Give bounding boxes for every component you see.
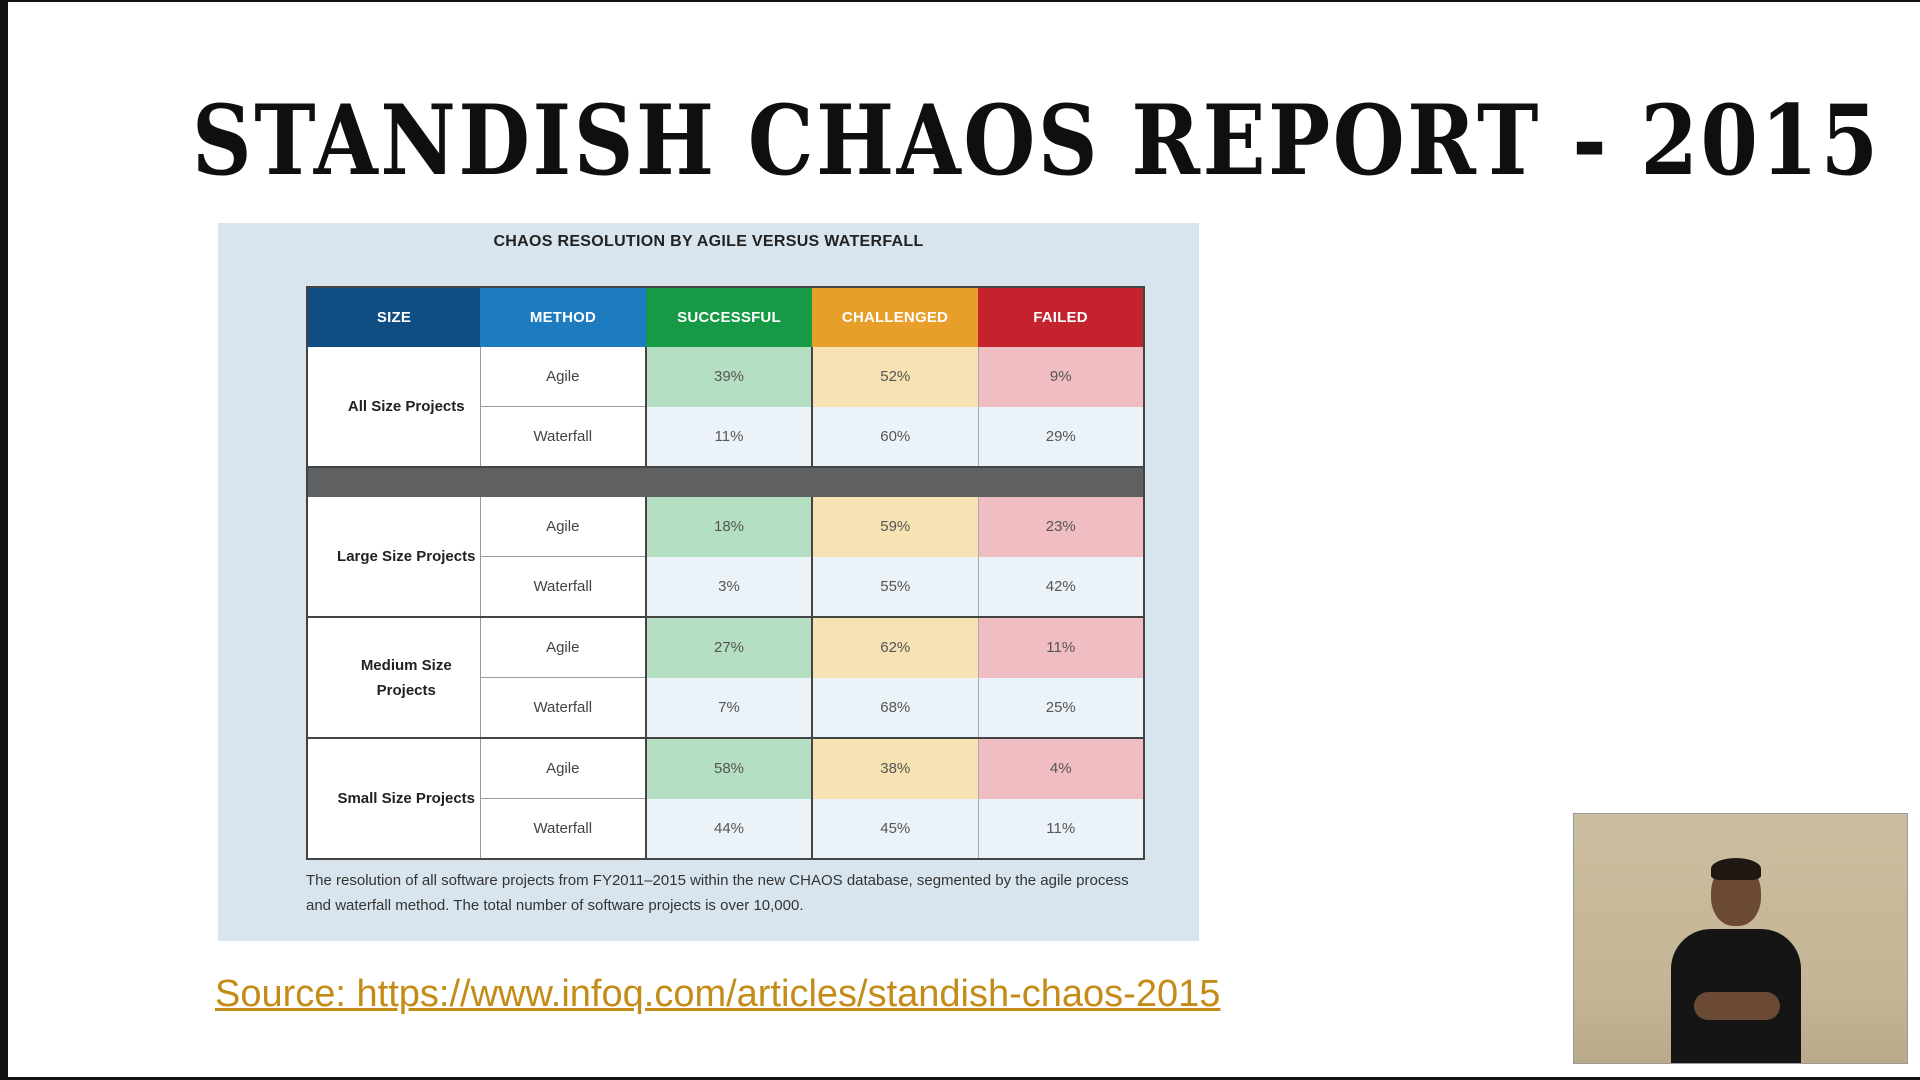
presenter-hair: [1711, 858, 1761, 880]
header-method: METHOD: [480, 287, 646, 347]
challenged-cell: 59%: [811, 497, 978, 557]
failed-cell: 29%: [977, 406, 1144, 468]
method-cell: Agile: [479, 738, 646, 799]
figure-title: CHAOS RESOLUTION BY AGILE VERSUS WATERFA…: [493, 233, 924, 250]
failed-cell: 4%: [977, 738, 1144, 799]
method-cell: Agile: [479, 347, 646, 407]
challenged-cell: 62%: [811, 617, 978, 678]
separator-bar: [307, 467, 1144, 497]
successful-cell: 11%: [645, 406, 812, 468]
successful-cell: 39%: [645, 347, 812, 407]
header-failed: FAILED: [978, 287, 1144, 347]
method-cell: Agile: [479, 497, 646, 557]
failed-cell: 11%: [977, 617, 1144, 678]
table-row: Waterfall 7% 68% 25%: [307, 677, 1144, 739]
challenged-cell: 52%: [811, 347, 978, 407]
presenter-hands: [1694, 992, 1780, 1020]
challenged-cell: 38%: [811, 738, 978, 799]
chaos-figure: CHAOS RESOLUTION BY AGILE VERSUS WATERFA…: [218, 223, 1199, 941]
method-cell: Waterfall: [479, 798, 646, 860]
table-row: All Size Projects Agile 39% 52% 9%: [307, 347, 1144, 468]
successful-cell: 18%: [645, 497, 812, 557]
table-row: Waterfall 3% 55% 42%: [307, 556, 1144, 618]
top-border: [0, 0, 1920, 2]
figure-caption: The resolution of all software projects …: [306, 872, 1129, 914]
bottom-border: [0, 1077, 1920, 1080]
challenged-cell: 68%: [811, 677, 978, 739]
failed-cell: 9%: [977, 347, 1144, 407]
method-cell: Agile: [479, 617, 646, 678]
method-cell: Waterfall: [479, 556, 646, 618]
challenged-cell: 45%: [811, 798, 978, 860]
failed-cell: 42%: [977, 556, 1144, 618]
challenged-cell: 55%: [811, 556, 978, 618]
successful-cell: 44%: [645, 798, 812, 860]
header-successful: SUCCESSFUL: [646, 287, 812, 347]
size-label: Large Size Projects: [307, 497, 480, 618]
failed-cell: 23%: [977, 497, 1144, 557]
table-row: Waterfall 44% 45% 11%: [307, 798, 1144, 860]
successful-cell: 3%: [645, 556, 812, 618]
presenter-video-icon[interactable]: [1573, 813, 1908, 1064]
method-cell: Waterfall: [479, 677, 646, 739]
method-cell: Waterfall: [479, 406, 646, 468]
failed-cell: 11%: [977, 798, 1144, 860]
source-link[interactable]: Source: https://www.infoq.com/articles/s…: [215, 973, 1221, 1015]
successful-cell: 27%: [645, 617, 812, 678]
size-label: All Size Projects: [307, 347, 480, 468]
header-size: SIZE: [307, 287, 480, 347]
size-label: Small Size Projects: [307, 738, 480, 860]
size-label: Medium Size Projects: [307, 617, 480, 739]
table-row: Small Size Projects Agile 58% 38% 4%: [307, 738, 1144, 860]
chaos-table: SIZE METHOD SUCCESSFUL CHALLENGED FAILED…: [306, 286, 1145, 860]
header-challenged: CHALLENGED: [812, 287, 978, 347]
separator-row: [307, 467, 1144, 497]
table-row: Waterfall 11% 60% 29%: [307, 406, 1144, 468]
left-border: [0, 0, 8, 1080]
successful-cell: 58%: [645, 738, 812, 799]
slide-title: STANDISH CHAOS REPORT - 2015: [192, 84, 1881, 197]
challenged-cell: 60%: [811, 406, 978, 468]
table-row: Large Size Projects Agile 18% 59% 23%: [307, 497, 1144, 618]
failed-cell: 25%: [977, 677, 1144, 739]
successful-cell: 7%: [645, 677, 812, 739]
table-row: Medium Size Projects Agile 27% 62% 11%: [307, 617, 1144, 739]
